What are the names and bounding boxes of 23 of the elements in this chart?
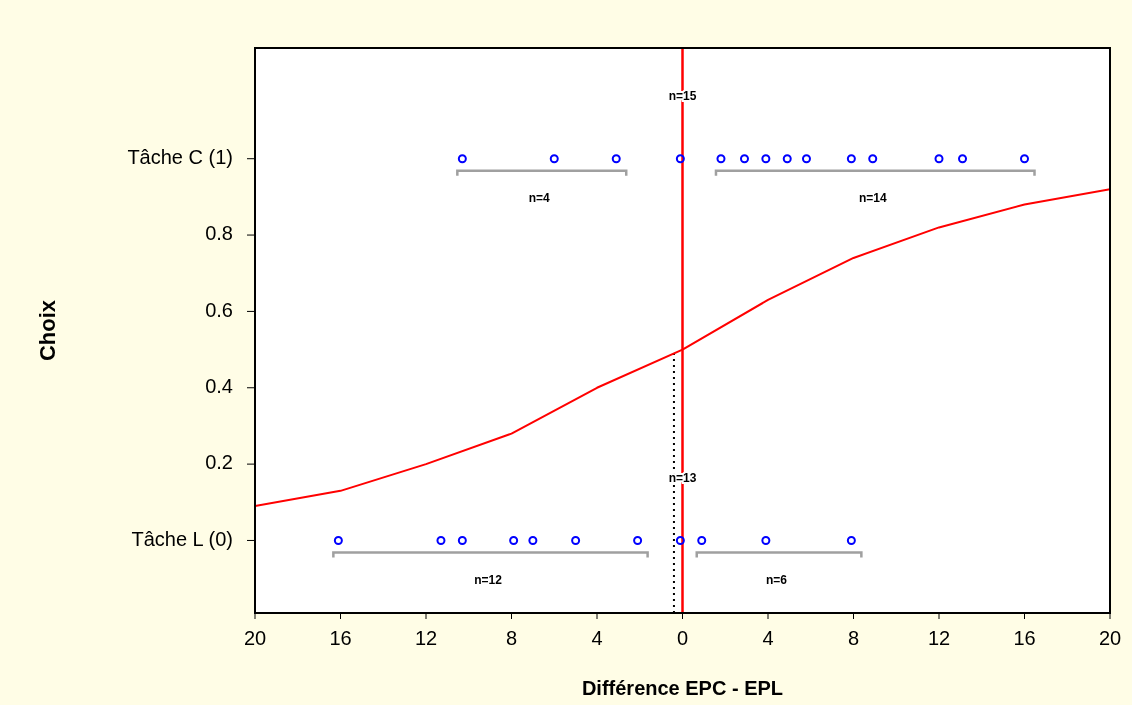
x-tick-label: 16 bbox=[329, 627, 352, 649]
x-tick-label: 20 bbox=[243, 627, 267, 649]
x-tick-label: 0 bbox=[676, 627, 689, 649]
x-tick-label: 8 bbox=[505, 627, 518, 649]
y-tick-label: 0.2 bbox=[205, 451, 233, 474]
x-tick-label: 8 bbox=[847, 627, 860, 649]
x-tick-label: 12 bbox=[414, 627, 438, 649]
x-tick-label: 12 bbox=[927, 627, 951, 649]
x-tick-label: 16 bbox=[1013, 627, 1036, 649]
y-tick-label: Tâche C (1) bbox=[127, 145, 233, 168]
annotation: n=12 bbox=[474, 572, 503, 587]
x-tick-label: 4 bbox=[762, 627, 774, 649]
y-tick-label: 0.8 bbox=[205, 222, 233, 245]
y-tick-label: 0.4 bbox=[205, 375, 233, 398]
annotation: n=4 bbox=[528, 190, 551, 205]
x-axis-title: Différence EPC - EPL bbox=[581, 677, 784, 699]
y-axis-title: Choix bbox=[35, 299, 60, 362]
y-tick-label: Tâche L (0) bbox=[131, 527, 233, 550]
annotation: n=6 bbox=[766, 572, 788, 587]
x-tick-label: 20 bbox=[1098, 627, 1122, 649]
annotation: n=14 bbox=[858, 190, 887, 205]
y-tick-label: 0.6 bbox=[205, 298, 233, 321]
x-tick-label: 4 bbox=[591, 627, 603, 649]
